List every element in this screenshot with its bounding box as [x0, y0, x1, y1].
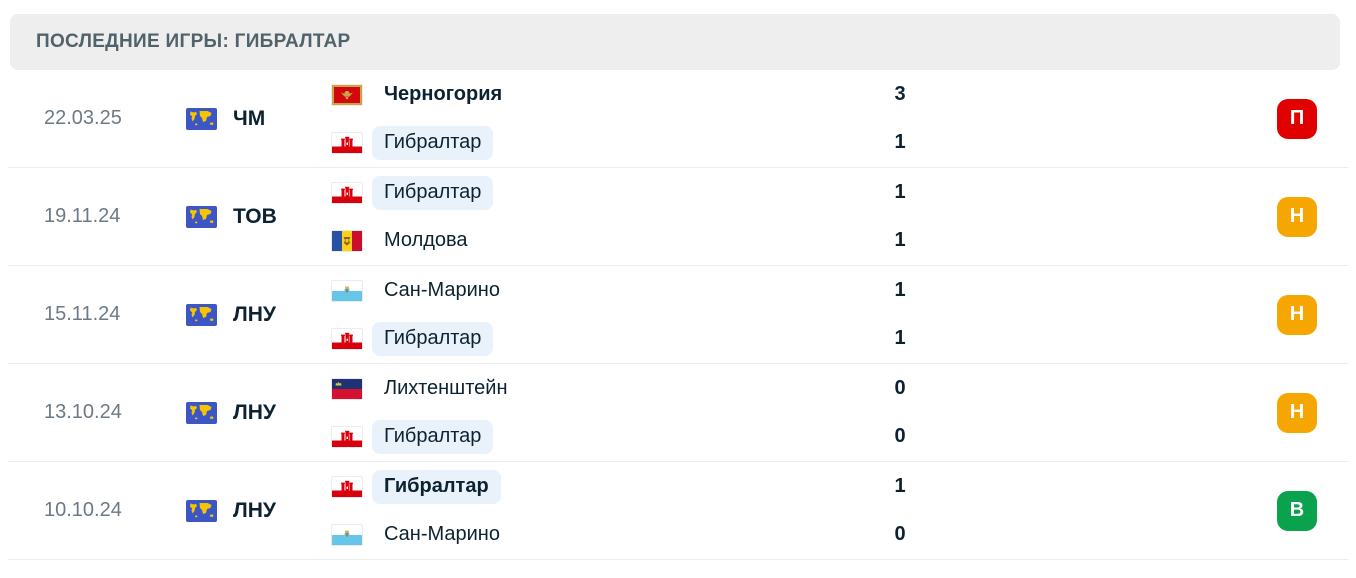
away-team-line[interactable]: Гибралтар 1 — [332, 119, 920, 167]
match-date: 19.11.24 — [44, 205, 121, 227]
teams-block: Гибралтар 1 Сан-Марино 0 — [332, 463, 920, 559]
result-badge: Н — [1277, 294, 1317, 335]
competition: ЛНУ — [186, 401, 332, 425]
match-date: 15.11.24 — [44, 303, 121, 325]
teams-block: Лихтенштейн 0 Гибралтар 0 — [332, 365, 920, 461]
result-badge: В — [1277, 490, 1317, 531]
competition: ЛНУ — [186, 499, 332, 523]
match-date: 22.03.25 — [44, 107, 122, 129]
away-team-line[interactable]: Гибралтар 1 — [332, 315, 920, 363]
section-header: ПОСЛЕДНИЕ ИГРЫ: ГИБРАЛТАР — [10, 14, 1340, 70]
match-date: 13.10.24 — [44, 401, 122, 423]
home-team-name[interactable]: Лихтенштейн — [384, 377, 508, 399]
away-team-name[interactable]: Сан-Марино — [384, 523, 500, 545]
home-team-name[interactable]: Сан-Марино — [384, 279, 500, 301]
teams-block: Сан-Марино 1 Гибралтар 1 — [332, 267, 920, 363]
home-score: 3 — [894, 83, 906, 105]
world-map-icon — [186, 205, 217, 228]
away-team-line[interactable]: Сан-Марино 0 — [332, 511, 920, 559]
competition-label: ТОВ — [233, 204, 277, 228]
home-team-line[interactable]: Сан-Марино 1 — [332, 267, 920, 315]
flag-liechtenstein-icon — [332, 378, 362, 399]
competition-label: ЛНУ — [233, 400, 276, 424]
section-title: ПОСЛЕДНИЕ ИГРЫ: ГИБРАЛТАР — [36, 31, 351, 52]
competition: ЛНУ — [186, 303, 332, 327]
flag-san-marino-icon — [332, 524, 362, 545]
flag-gibraltar-icon — [332, 476, 362, 497]
matches-list: 22.03.25 ЧМ Черногория 3 Гибралтар 1 П 1… — [0, 70, 1356, 560]
world-map-icon — [186, 401, 217, 424]
away-team-name[interactable]: Гибралтар — [372, 321, 494, 356]
result-badge: Н — [1277, 196, 1317, 237]
home-score: 1 — [894, 475, 906, 497]
flag-gibraltar-icon — [332, 426, 362, 447]
teams-block: Гибралтар 1 Молдова 1 — [332, 169, 920, 265]
world-map-icon — [186, 303, 217, 326]
result-badge: Н — [1277, 392, 1317, 433]
home-team-line[interactable]: Черногория 3 — [332, 71, 920, 119]
away-team-name[interactable]: Гибралтар — [372, 419, 494, 454]
home-team-name[interactable]: Черногория — [384, 83, 503, 105]
home-score: 1 — [894, 181, 906, 203]
competition-label: ЛНУ — [233, 498, 276, 522]
match-row[interactable]: 22.03.25 ЧМ Черногория 3 Гибралтар 1 П — [8, 70, 1348, 168]
home-score: 0 — [894, 377, 906, 399]
result-badge: П — [1277, 98, 1317, 139]
away-team-line[interactable]: Гибралтар 0 — [332, 413, 920, 461]
home-score: 1 — [894, 279, 906, 301]
match-row[interactable]: 15.11.24 ЛНУ Сан-Марино 1 Гибралтар 1 Н — [8, 266, 1348, 364]
away-score: 1 — [894, 131, 906, 153]
home-team-name[interactable]: Гибралтар — [372, 175, 494, 210]
flag-montenegro-icon — [332, 84, 362, 105]
away-score: 1 — [894, 327, 906, 349]
away-team-name[interactable]: Молдова — [384, 229, 468, 251]
away-score: 0 — [894, 523, 906, 545]
competition: ЧМ — [186, 107, 332, 131]
match-row[interactable]: 10.10.24 ЛНУ Гибралтар 1 Сан-Марино 0 В — [8, 462, 1348, 560]
world-map-icon — [186, 499, 217, 522]
home-team-line[interactable]: Гибралтар 1 — [332, 169, 920, 217]
match-row[interactable]: 19.11.24 ТОВ Гибралтар 1 Молдова 1 Н — [8, 168, 1348, 266]
flag-gibraltar-icon — [332, 328, 362, 349]
home-team-line[interactable]: Гибралтар 1 — [332, 463, 920, 511]
away-team-line[interactable]: Молдова 1 — [332, 217, 920, 265]
flag-gibraltar-icon — [332, 182, 362, 203]
competition-label: ЛНУ — [233, 302, 276, 326]
world-map-icon — [186, 107, 217, 130]
flag-gibraltar-icon — [332, 132, 362, 153]
competition-label: ЧМ — [233, 106, 266, 130]
away-score: 1 — [894, 229, 906, 251]
away-score: 0 — [894, 425, 906, 447]
away-team-name[interactable]: Гибралтар — [372, 125, 494, 160]
competition: ТОВ — [186, 205, 332, 229]
home-team-name[interactable]: Гибралтар — [372, 469, 501, 504]
flag-moldova-icon — [332, 230, 362, 251]
teams-block: Черногория 3 Гибралтар 1 — [332, 71, 920, 167]
match-date: 10.10.24 — [44, 499, 122, 521]
home-team-line[interactable]: Лихтенштейн 0 — [332, 365, 920, 413]
match-row[interactable]: 13.10.24 ЛНУ Лихтенштейн 0 Гибралтар 0 Н — [8, 364, 1348, 462]
flag-san-marino-icon — [332, 280, 362, 301]
